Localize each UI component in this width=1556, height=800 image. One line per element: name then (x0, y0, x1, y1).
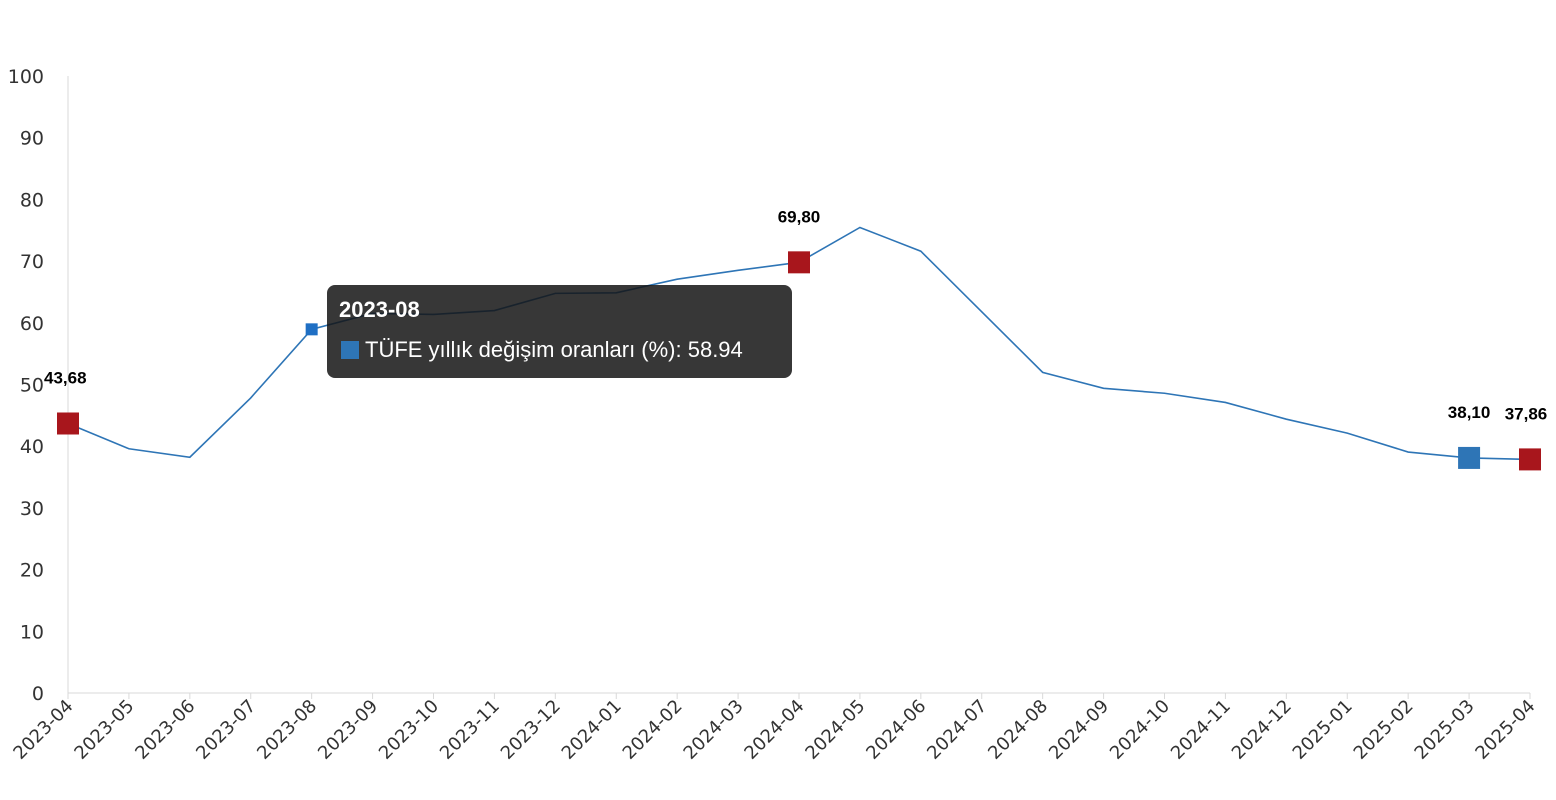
x-tick-label: 2023-10 (375, 696, 443, 764)
y-tick-label: 50 (20, 375, 44, 397)
data-label: 37,86 (1505, 404, 1548, 423)
y-tick-label: 80 (20, 189, 44, 211)
data-point (189, 456, 191, 458)
tooltip-title: 2023-08 (339, 297, 420, 322)
x-axis-ticks: 2023-042023-052023-062023-072023-082023-… (9, 693, 1540, 764)
data-point (676, 278, 678, 280)
highlight-markers (57, 251, 1541, 471)
tooltip-row: TÜFE yıllık değişim oranları (%): 58.94 (341, 337, 743, 363)
x-tick-label: 2024-06 (862, 696, 930, 764)
y-tick-label: 0 (32, 683, 44, 705)
x-tick-label: 2025-04 (1471, 696, 1539, 764)
data-point (1102, 387, 1105, 389)
x-tick-label: 2023-07 (192, 696, 260, 764)
tooltip-series-swatch (341, 341, 359, 359)
x-tick-label: 2023-04 (9, 696, 77, 764)
data-label: 38,10 (1448, 403, 1491, 422)
data-point (1285, 418, 1287, 420)
y-tick-label: 30 (20, 498, 44, 520)
x-tick-label: 2023-06 (131, 696, 199, 764)
x-tick-label: 2023-09 (314, 696, 382, 764)
data-point (1224, 401, 1227, 404)
x-tick-label: 2024-08 (984, 696, 1052, 764)
x-tick-label: 2023-08 (253, 696, 321, 764)
x-tick-label: 2024-01 (558, 696, 626, 764)
x-tick-label: 2025-02 (1350, 696, 1418, 764)
data-point (250, 397, 252, 399)
x-tick-label: 2024-12 (1228, 696, 1296, 764)
data-point (1407, 451, 1409, 453)
data-label: 69,80 (778, 207, 821, 226)
x-tick-label: 2024-04 (740, 696, 808, 764)
x-tick-label: 2024-09 (1045, 696, 1113, 764)
x-tick-label: 2024-02 (619, 696, 687, 764)
x-tick-label: 2024-10 (1106, 696, 1174, 764)
x-tick-label: 2023-11 (436, 696, 504, 764)
x-tick-label: 2024-03 (680, 696, 748, 764)
axes (67, 76, 1530, 694)
y-tick-label: 70 (20, 251, 44, 273)
hovered-point-marker (305, 323, 318, 336)
data-point (128, 448, 130, 450)
y-tick-label: 90 (20, 128, 44, 150)
x-tick-label: 2025-03 (1411, 696, 1479, 764)
highlight-marker (1519, 448, 1541, 471)
x-tick-label: 2024-11 (1167, 696, 1235, 764)
data-point (1042, 371, 1044, 373)
data-point (1346, 432, 1348, 434)
data-point (920, 250, 922, 252)
tooltip-text: TÜFE yıllık değişim oranları (%): 58.94 (365, 337, 743, 362)
x-tick-label: 2023-05 (70, 696, 138, 764)
data-point (859, 226, 861, 229)
data-label: 43,68 (44, 368, 87, 387)
y-tick-label: 40 (20, 436, 44, 458)
x-tick-label: 2023-12 (497, 696, 565, 764)
highlight-marker (57, 412, 79, 435)
y-tick-label: 10 (20, 621, 44, 643)
y-tick-label: 100 (8, 66, 44, 88)
data-point (981, 311, 983, 313)
y-axis-ticks: 0 10 20 30 40 50 60 70 80 90 100 (8, 66, 44, 705)
highlight-marker (1458, 446, 1481, 469)
data-point (1163, 392, 1166, 394)
x-tick-label: 2024-07 (923, 696, 991, 764)
data-labels: 43,68 69,80 38,10 37,86 (44, 207, 1547, 423)
x-tick-label: 2024-05 (801, 696, 869, 764)
chart-tooltip: 2023-08 TÜFE yıllık değişim oranları (%)… (327, 285, 792, 378)
x-tick-label: 2025-01 (1289, 696, 1357, 764)
y-tick-label: 20 (20, 560, 44, 582)
highlight-marker (788, 251, 810, 274)
y-tick-label: 60 (20, 313, 44, 335)
data-point (737, 269, 739, 271)
